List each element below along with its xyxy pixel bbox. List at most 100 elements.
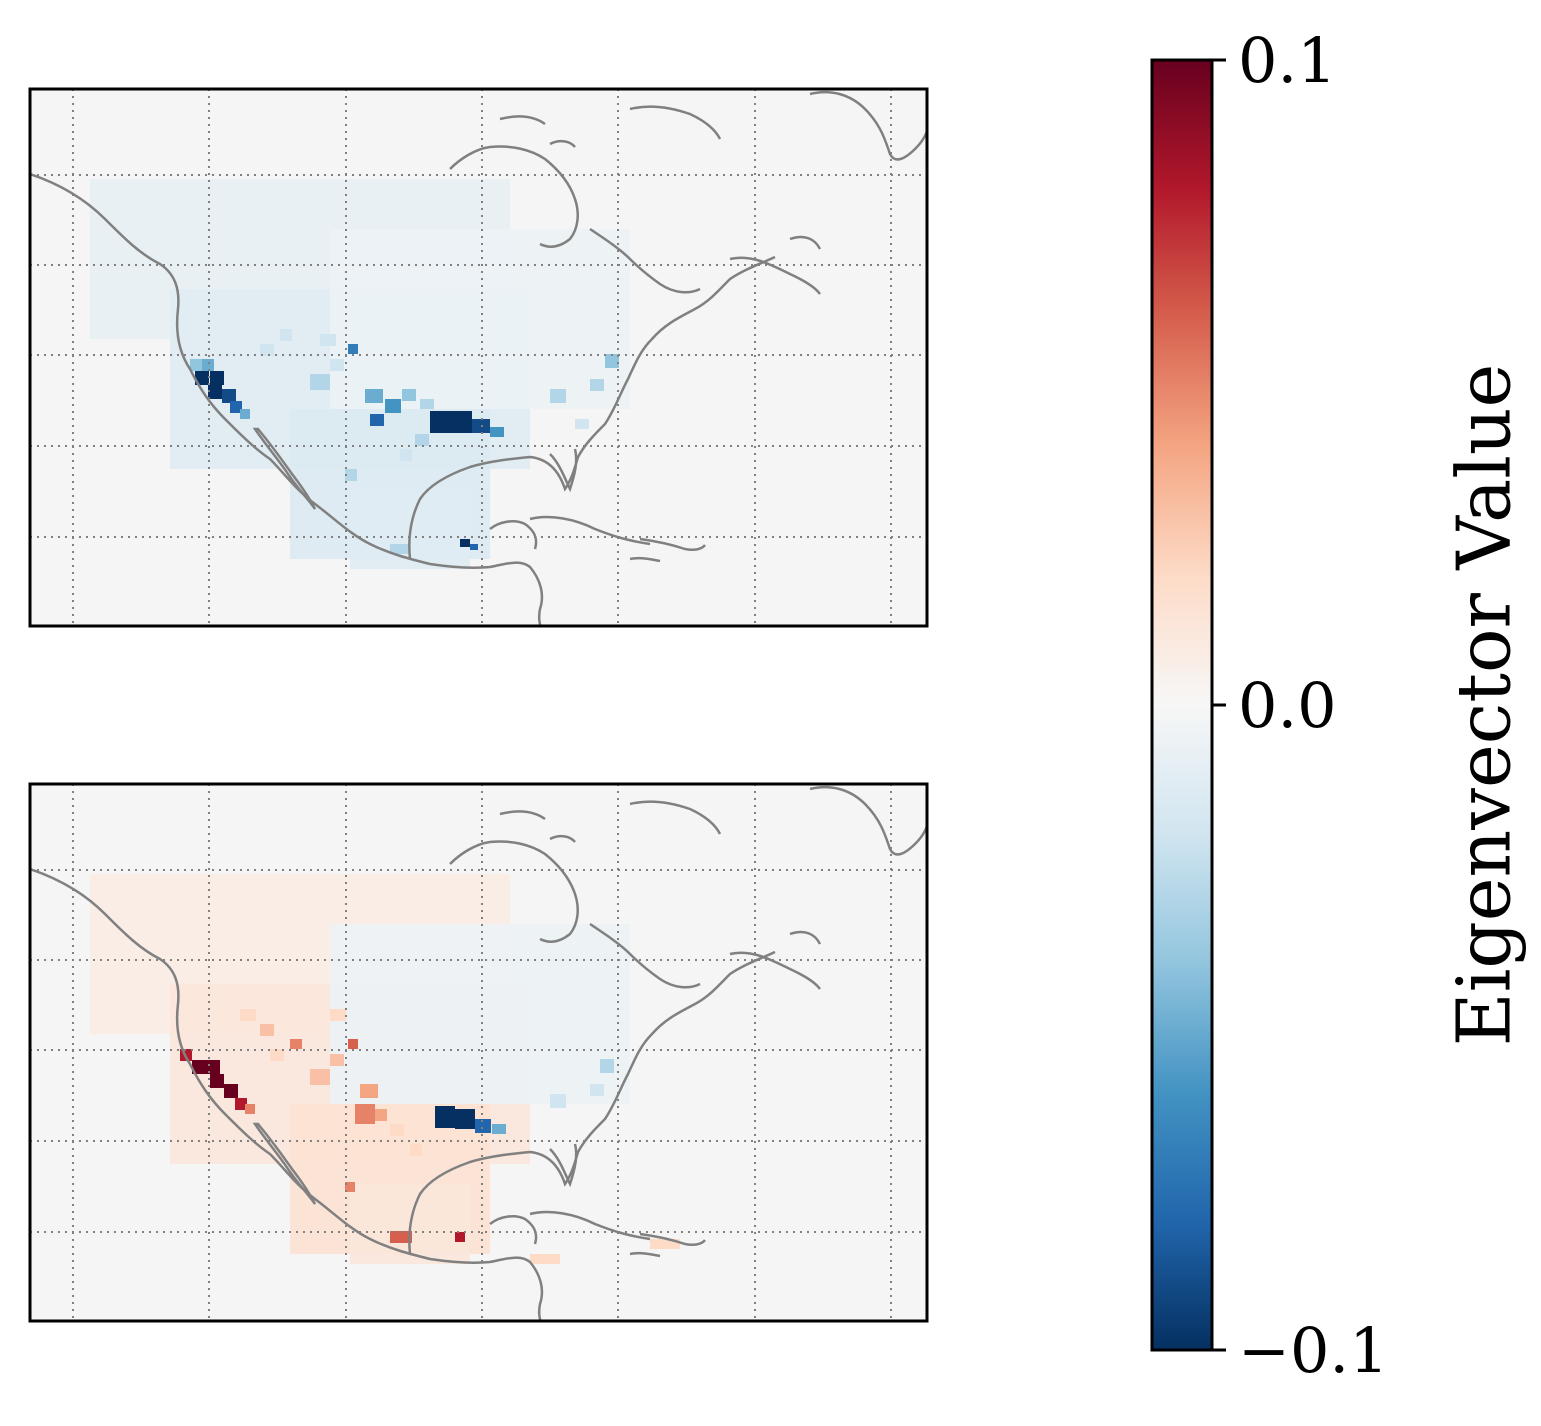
- heatmap-cell: [600, 1059, 614, 1073]
- heatmap-cell: [455, 1232, 465, 1242]
- heatmap-cell: [320, 334, 336, 346]
- heatmap-cell: [492, 1124, 506, 1134]
- coastline: [789, 235, 822, 250]
- heatmap-cell: [202, 359, 214, 371]
- heatmap-cell: [420, 399, 434, 409]
- heatmap-cell: [240, 409, 250, 419]
- coastline: [639, 1232, 706, 1247]
- colorbar-title: Eigenvector Value: [1441, 364, 1527, 1047]
- heatmap-cell: [195, 371, 209, 385]
- heatmap-cell: [330, 359, 344, 371]
- coastline: [529, 515, 651, 546]
- heatmap-cell: [345, 1182, 355, 1192]
- map-panel-top: [28, 87, 929, 628]
- map-frame-bottom: [28, 782, 929, 1323]
- heatmap-cell: [590, 379, 604, 391]
- heatmap-tint: [330, 229, 630, 409]
- coastline: [729, 951, 822, 990]
- heatmap-cell: [390, 1124, 404, 1136]
- coastline: [639, 537, 706, 552]
- map-panel-bottom: [28, 782, 929, 1323]
- heatmap-cell: [245, 1104, 255, 1114]
- heatmap-cell: [400, 449, 412, 461]
- heatmap-cell: [230, 401, 242, 413]
- heatmap-cell: [260, 1024, 274, 1036]
- coastline: [499, 810, 546, 821]
- heatmap-cell: [190, 359, 202, 371]
- heatmap-cell: [385, 399, 401, 413]
- heatmap-cell: [375, 1109, 387, 1121]
- coastline: [549, 834, 576, 843]
- coastline: [629, 556, 661, 563]
- heatmap-cell: [192, 1060, 206, 1074]
- coastline: [499, 115, 546, 126]
- heatmap-cell: [360, 1084, 378, 1098]
- coastline: [449, 840, 579, 943]
- heatmap-cell: [550, 1094, 566, 1108]
- heatmap-cell: [330, 1054, 344, 1066]
- heatmap-cell: [330, 1009, 346, 1021]
- coastline: [729, 256, 822, 295]
- heatmap-cell: [208, 385, 222, 399]
- heatmap-cell: [290, 1039, 302, 1049]
- coastline: [629, 105, 722, 140]
- coastline: [30, 172, 544, 626]
- heatmap-cell: [455, 1109, 475, 1129]
- heatmap-cell: [206, 1060, 220, 1074]
- heatmap-cell: [460, 539, 470, 547]
- heatmap-cell: [390, 1231, 412, 1243]
- coastline: [408, 255, 776, 560]
- heatmap-cell: [470, 544, 478, 550]
- heatmap-cell: [345, 469, 357, 481]
- heatmap-cell: [475, 1119, 491, 1133]
- coastline: [589, 227, 701, 294]
- coastline: [449, 145, 579, 248]
- heatmap-cell: [210, 1074, 224, 1088]
- colorbar-tick-label: 0.1: [1238, 24, 1337, 97]
- heatmap-cell: [390, 544, 410, 554]
- coastline: [489, 520, 538, 550]
- heatmap-cell: [575, 419, 589, 429]
- coastline: [252, 427, 317, 510]
- heatmap-cell: [605, 354, 619, 368]
- coastlines-bottom: [30, 785, 927, 1321]
- colorbar: 0.1 0.0 −0.1 Eigenvector Value: [1150, 24, 1527, 1387]
- coastline: [529, 1210, 651, 1241]
- map-frame-top: [28, 87, 929, 628]
- heatmap-cell: [450, 411, 472, 433]
- heatmap-cell: [348, 344, 358, 354]
- heatmap-cell: [650, 1239, 680, 1249]
- heatmap-cell: [530, 1254, 560, 1264]
- gridlines-bottom: [30, 784, 927, 1321]
- coastline: [549, 139, 576, 148]
- heatmap-cell: [410, 1144, 422, 1156]
- heatmap-cells-top: [90, 179, 630, 569]
- heatmap-cell: [224, 1084, 238, 1098]
- heatmap-cell: [415, 434, 429, 446]
- heatmap-cell: [365, 389, 383, 403]
- heatmap-cell: [590, 1084, 604, 1096]
- coastline: [252, 1122, 317, 1205]
- heatmap-cell: [260, 344, 274, 356]
- heatmap-cell: [310, 374, 330, 390]
- heatmap-cell: [348, 1039, 358, 1049]
- heatmap-cell: [240, 1009, 256, 1021]
- heatmap-cell: [235, 1098, 247, 1110]
- coastline: [789, 930, 822, 945]
- coastline: [549, 1143, 578, 1188]
- heatmap-cell: [370, 414, 384, 426]
- colorbar-ticks: 0.1 0.0 −0.1: [1212, 24, 1389, 1387]
- heatmap-cell: [280, 329, 292, 341]
- gridlines-top: [30, 89, 927, 626]
- heatmap-cell: [402, 389, 416, 401]
- heatmap-cell: [222, 389, 236, 403]
- coastline: [30, 867, 544, 1321]
- colorbar-tick-label: −0.1: [1238, 1314, 1389, 1387]
- heatmap-cells-bottom: [90, 874, 680, 1264]
- heatmap-cell: [430, 411, 450, 433]
- heatmap-cell: [435, 1106, 455, 1128]
- coastline: [589, 922, 701, 989]
- heatmap-cell: [490, 427, 504, 437]
- heatmap-tint: [330, 924, 630, 1104]
